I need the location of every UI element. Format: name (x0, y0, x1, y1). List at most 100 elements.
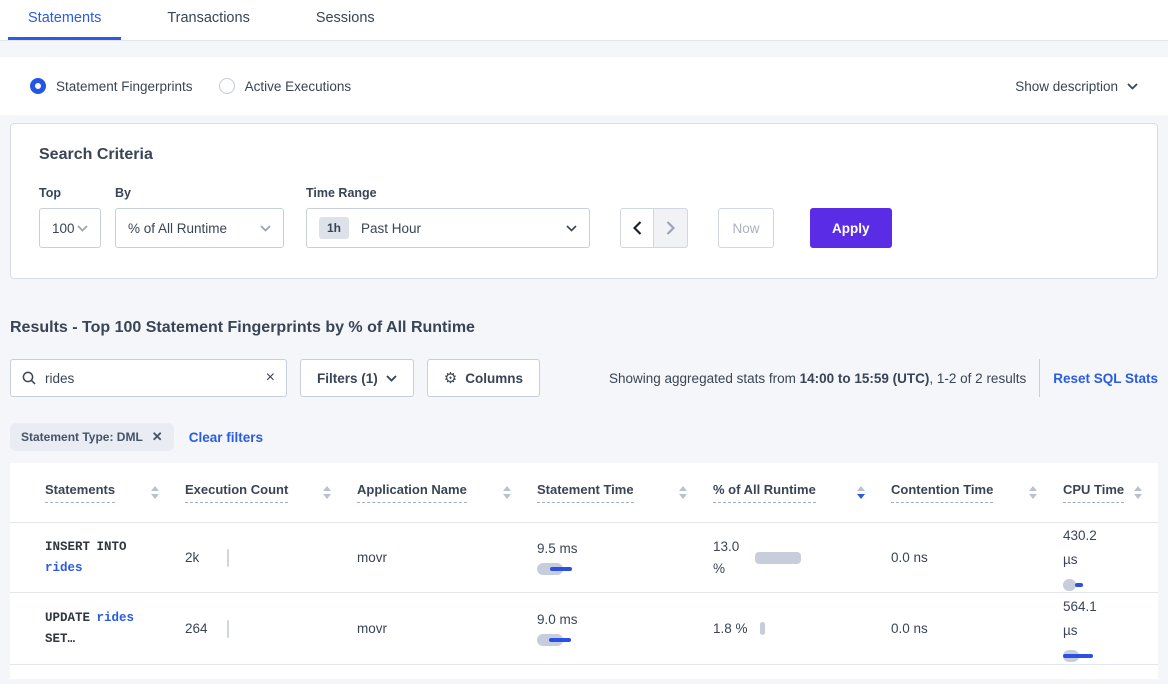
time-prev-button[interactable] (620, 208, 654, 248)
sort-icon[interactable] (1134, 486, 1142, 499)
chevron-right-icon (666, 221, 675, 235)
page-tabbar: Statements Transactions Sessions (0, 0, 1168, 41)
cpu-time-value: 430.2 µs (1063, 528, 1097, 567)
search-criteria-title: Search Criteria (39, 146, 153, 163)
reset-sql-stats-link[interactable]: Reset SQL Stats (1053, 370, 1158, 386)
tab-transactions[interactable]: Transactions (167, 10, 250, 26)
radio-unselected-icon (218, 78, 235, 94)
top-select[interactable]: 100 (39, 208, 101, 248)
column-header-statement-time[interactable]: Statement Time (537, 482, 713, 503)
statement-tail: SET… (45, 631, 76, 646)
column-label: % of All Runtime (713, 482, 816, 503)
application-name-cell: movr (357, 550, 387, 565)
by-select[interactable]: % of All Runtime (115, 208, 284, 248)
statement-keyword: UPDATE (45, 610, 91, 625)
radio-active-executions[interactable]: Active Executions (218, 78, 352, 94)
top-field: Top 100 (39, 186, 101, 248)
sort-icon[interactable] (1029, 486, 1037, 499)
statement-keyword: INSERT INTO (45, 539, 127, 554)
statement-time-value: 9.5 ms (537, 540, 578, 556)
column-header-execution-count[interactable]: Execution Count (185, 482, 357, 503)
execution-count-bar (227, 619, 229, 638)
column-header-pct-runtime[interactable]: % of All Runtime (713, 482, 891, 503)
execution-count-cell: 264 (185, 619, 357, 638)
time-next-button[interactable] (654, 208, 688, 248)
apply-button[interactable]: Apply (810, 208, 892, 248)
column-label: CPU Time (1063, 482, 1125, 503)
chevron-down-icon (1127, 82, 1138, 90)
gear-icon: ⚙ (443, 370, 458, 387)
now-button[interactable]: Now (718, 208, 774, 248)
clear-filters-link[interactable]: Clear filters (188, 429, 263, 445)
statement-cell: INSERT INTO rides (45, 537, 163, 579)
chevron-down-icon (386, 374, 397, 382)
clear-search-icon[interactable]: × (265, 369, 275, 386)
sort-icon[interactable] (151, 486, 159, 499)
search-input[interactable] (45, 370, 266, 386)
sort-icon[interactable] (679, 486, 687, 499)
column-label: Statements (45, 482, 116, 503)
time-range-label: Time Range (306, 186, 377, 200)
filter-chip-statement-type[interactable]: Statement Type: DML ✕ (10, 423, 174, 451)
columns-button[interactable]: ⚙ Columns (426, 359, 540, 397)
search-icon (22, 371, 36, 385)
execution-count-bar (227, 548, 229, 567)
filter-chip-row: Statement Type: DML ✕ Clear filters (10, 423, 1158, 451)
column-header-contention-time[interactable]: Contention Time (891, 482, 1063, 503)
time-range-select[interactable]: 1h Past Hour (306, 208, 590, 248)
pct-runtime-bar (755, 551, 801, 564)
columns-button-label: Columns (465, 370, 523, 386)
statement-time-value: 9.0 ms (537, 611, 578, 627)
table-header-row: Statements Execution Count Application N… (10, 463, 1158, 523)
radio-label: Active Executions (244, 78, 352, 94)
top-label: Top (39, 186, 61, 200)
column-header-statements[interactable]: Statements (45, 482, 185, 503)
statement-time-cell: 9.0 ms (537, 612, 713, 646)
summary-range: 14:00 to 15:59 (UTC) (799, 370, 930, 386)
pct-runtime-cell: 13.0 % (713, 536, 891, 580)
filters-button[interactable]: Filters (1) (300, 359, 414, 397)
cpu-time-bar (1063, 579, 1109, 591)
remove-filter-icon[interactable]: ✕ (151, 429, 163, 444)
pct-runtime-cell: 1.8 % (713, 618, 891, 640)
statement-cell: UPDATE rides SET… (45, 608, 163, 650)
execution-count-cell: 2k (185, 548, 357, 567)
search-box[interactable]: × (10, 359, 287, 397)
results-toolbar: × Filters (1) ⚙ Columns Showing aggregat… (10, 359, 1158, 397)
statement-time-bar (537, 633, 713, 646)
column-header-cpu-time[interactable]: CPU Time (1063, 482, 1144, 503)
contention-time-cell: 0.0 ns (891, 621, 928, 636)
chevron-down-icon (77, 224, 88, 232)
table-row: UPDATE rides SET… 264 movr 9.0 ms 1.8 % … (10, 593, 1158, 665)
statement-link[interactable]: rides (96, 610, 135, 625)
pct-runtime-value: 1.8 % (713, 620, 748, 636)
toolbar-divider (1039, 359, 1041, 397)
cpu-time-cell: 564.1 µs (1063, 595, 1109, 662)
tab-statements[interactable]: Statements (8, 0, 122, 40)
by-select-value: % of All Runtime (128, 220, 228, 236)
time-range-field: Time Range 1h Past Hour (306, 186, 590, 248)
statements-table: Statements Execution Count Application N… (10, 463, 1158, 679)
column-label: Application Name (357, 482, 467, 503)
column-label: Execution Count (185, 482, 289, 503)
tab-sessions[interactable]: Sessions (315, 10, 375, 26)
column-header-application-name[interactable]: Application Name (357, 482, 537, 503)
chevron-down-icon (260, 224, 271, 232)
summary-suffix: , 1-2 of 2 results (929, 370, 1027, 386)
view-toggle-bar: Statement Fingerprints Active Executions… (0, 57, 1168, 115)
filter-chip-label: Statement Type: DML (21, 430, 143, 444)
results-heading: Results - Top 100 Statement Fingerprints… (10, 319, 475, 336)
summary-prefix: Showing aggregated stats from (609, 370, 800, 386)
show-description-toggle[interactable]: Show description (1015, 79, 1138, 94)
sort-icon-active-desc[interactable] (857, 486, 865, 499)
column-label: Contention Time (891, 482, 994, 503)
cpu-time-value: 564.1 µs (1063, 599, 1097, 638)
sort-icon[interactable] (503, 486, 511, 499)
statement-time-cell: 9.5 ms (537, 541, 713, 575)
sort-icon[interactable] (323, 486, 331, 499)
radio-statement-fingerprints[interactable]: Statement Fingerprints (30, 78, 193, 94)
cpu-time-cell: 430.2 µs (1063, 524, 1109, 591)
radio-label: Statement Fingerprints (56, 78, 193, 94)
filters-button-label: Filters (1) (317, 370, 378, 386)
statement-link[interactable]: rides (45, 560, 83, 575)
